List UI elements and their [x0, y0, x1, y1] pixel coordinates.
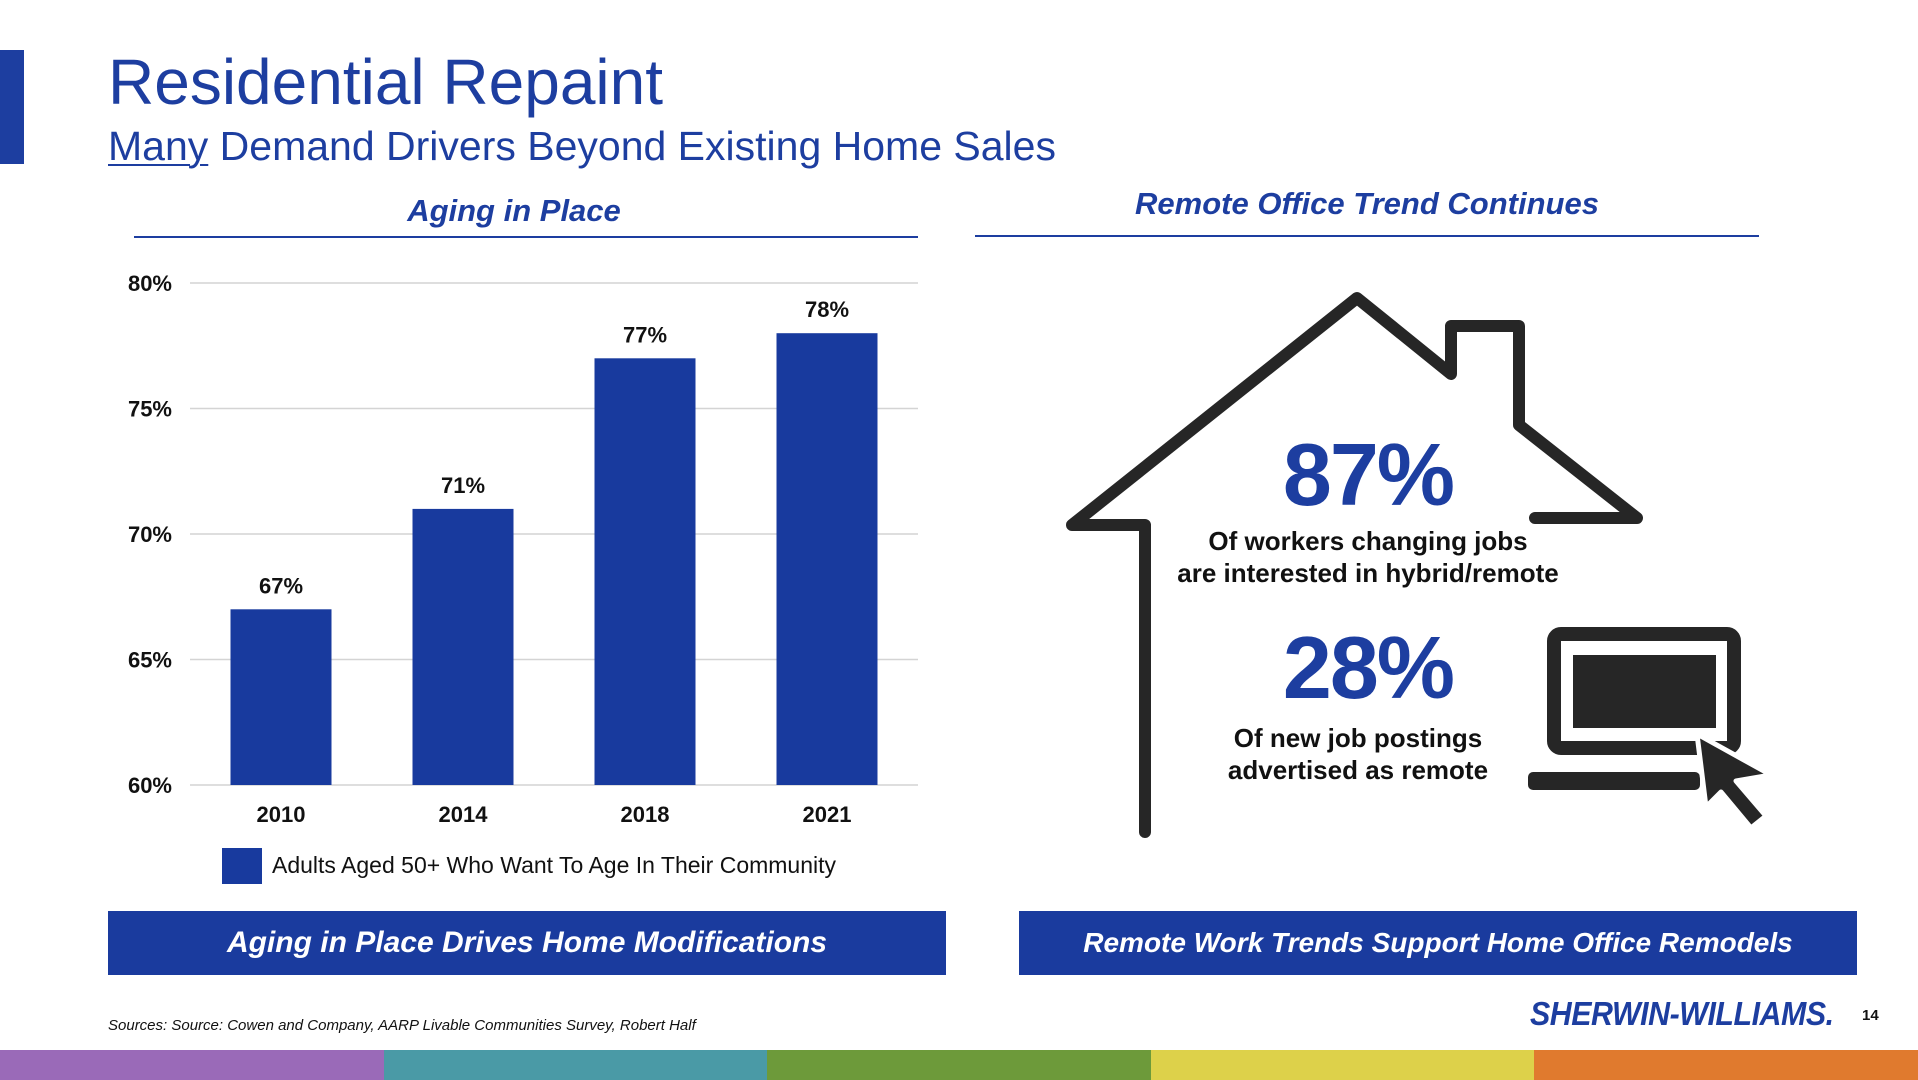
remote-work-banner: Remote Work Trends Support Home Office R… — [1019, 911, 1857, 975]
sources-note: Sources: Source: Cowen and Company, AARP… — [108, 1017, 696, 1034]
left-heading-rule — [134, 236, 918, 238]
subtitle-rest: Demand Drivers Beyond Existing Home Sale… — [208, 123, 1056, 169]
right-heading-rule — [975, 235, 1759, 237]
x-tick-label-2021: 2021 — [803, 802, 852, 827]
bar-2010 — [230, 609, 332, 785]
y-tick-label-65: 65% — [128, 648, 172, 673]
data-label-2021: 78% — [805, 297, 849, 322]
legend-label: Adults Aged 50+ Who Want To Age In Their… — [272, 852, 837, 878]
aging-in-place-heading: Aging in Place — [407, 193, 621, 228]
bar-2018 — [594, 358, 696, 785]
stat-28-line-1: Of new job postings — [1233, 723, 1483, 753]
data-label-2014: 71% — [441, 473, 485, 498]
stat-87-value: 87% — [1282, 425, 1455, 524]
x-tick-label-2018: 2018 — [621, 802, 670, 827]
footer-color-strip — [0, 1050, 1918, 1080]
stat-87-line-2: are interested in hybrid/remote — [1177, 558, 1559, 588]
remote-office-heading: Remote Office Trend Continues — [1135, 186, 1599, 221]
x-tick-label-2010: 2010 — [257, 802, 306, 827]
x-tick-label-2014: 2014 — [439, 802, 489, 827]
footer-segment-orange — [1534, 1050, 1918, 1080]
aging-in-place-banner: Aging in Place Drives Home Modifications — [108, 911, 946, 975]
footer-segment-teal — [383, 1050, 768, 1080]
legend-swatch — [222, 848, 262, 884]
slide-subtitle: Many Demand Drivers Beyond Existing Home… — [108, 122, 1056, 171]
y-tick-label-70: 70% — [128, 522, 172, 547]
bar-2021 — [776, 333, 878, 785]
stat-28-value: 28% — [1282, 618, 1455, 717]
subtitle-underlined-word: Many — [108, 123, 209, 169]
stat-87-line-1: Of workers changing jobs — [1208, 526, 1528, 556]
page-number: 14 — [1862, 1007, 1879, 1024]
data-label-2018: 77% — [623, 322, 667, 347]
sherwin-williams-logo: SHERWIN-WILLIAMS. — [1530, 995, 1834, 1032]
y-tick-label-80: 80% — [128, 271, 172, 296]
bar-2014 — [412, 508, 514, 785]
accent-bar — [0, 50, 24, 164]
footer-segment-purple — [0, 1050, 384, 1080]
slide-title: Residential Repaint — [108, 46, 663, 118]
stat-28-line-2: advertised as remote — [1227, 755, 1489, 785]
y-tick-label-75: 75% — [128, 397, 172, 422]
footer-segment-yellow — [1150, 1050, 1535, 1080]
footer-segment-green — [767, 1050, 1151, 1080]
y-tick-label-60: 60% — [128, 773, 172, 798]
data-label-2010: 67% — [259, 573, 303, 598]
